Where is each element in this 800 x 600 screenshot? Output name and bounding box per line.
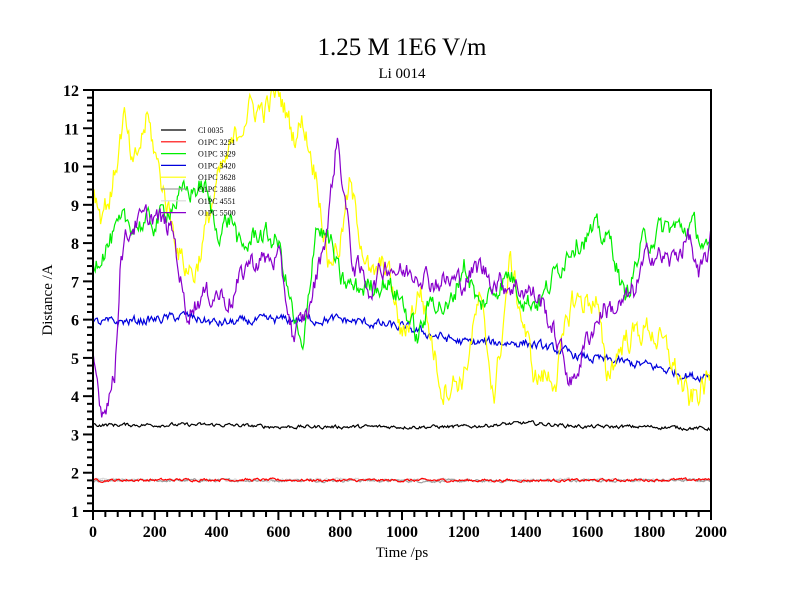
series-line-cl-0035: [92, 420, 711, 432]
y-tick-label: 4: [71, 389, 79, 406]
series-line-o1pc-3628: [92, 89, 712, 407]
x-axis: 0 200 400 600 800 1000 1200 1400 1600 1800 2000: [89, 511, 727, 541]
y-tick-label: 5: [71, 351, 79, 368]
chart-subtitle: Li 0014: [378, 66, 426, 82]
y-tick-label: 10: [63, 160, 79, 177]
series-line-o1pc-3329: [92, 178, 712, 351]
legend-label: O1PC 3329: [198, 150, 236, 159]
legend-label: O1PC 3628: [198, 173, 236, 182]
y-tick-label: 7: [71, 274, 79, 291]
series-line-o1pc-3251: [92, 477, 711, 484]
legend-label: O1PC 4551: [198, 197, 236, 206]
x-tick-label: 400: [205, 524, 229, 541]
series-line-o1pc-5500: [92, 137, 712, 418]
legend-label: O1PC 3420: [198, 161, 236, 170]
legend-label: O1PC 5500: [198, 209, 236, 218]
x-tick-label: 1800: [633, 524, 665, 541]
legend-label: O1PC 3251: [198, 138, 236, 147]
chart-title: 1.25 M 1E6 V/m: [318, 34, 488, 61]
x-tick-label: 1000: [386, 524, 418, 541]
x-tick-label: 0: [89, 524, 97, 541]
y-tick-label: 12: [63, 83, 79, 100]
legend: Cl 0035 O1PC 3251 O1PC 3329 O1PC 3420 O1PC 3…: [161, 126, 236, 218]
legend-label: O1PC 3886: [198, 185, 236, 194]
x-tick-label: 1400: [510, 524, 542, 541]
series-line-o1pc-3420: [92, 310, 711, 383]
x-tick-label: 2000: [695, 524, 727, 541]
y-tick-label: 11: [64, 121, 79, 138]
x-axis-label: Time /ps: [376, 545, 429, 561]
x-tick-label: 600: [266, 524, 290, 541]
y-tick-label: 1: [71, 504, 79, 521]
y-tick-label: 6: [71, 313, 79, 330]
x-tick-label: 200: [143, 524, 167, 541]
x-tick-label: 800: [328, 524, 352, 541]
y-axis-label: Distance /A: [40, 264, 56, 335]
series-layer: [92, 89, 712, 484]
y-tick-label: 8: [71, 236, 79, 253]
y-tick-label: 3: [71, 427, 79, 444]
y-tick-label: 2: [71, 466, 79, 483]
x-tick-label: 1200: [448, 524, 480, 541]
y-tick-label: 9: [71, 198, 79, 215]
legend-label: Cl 0035: [198, 126, 224, 135]
x-tick-label: 1600: [571, 524, 603, 541]
